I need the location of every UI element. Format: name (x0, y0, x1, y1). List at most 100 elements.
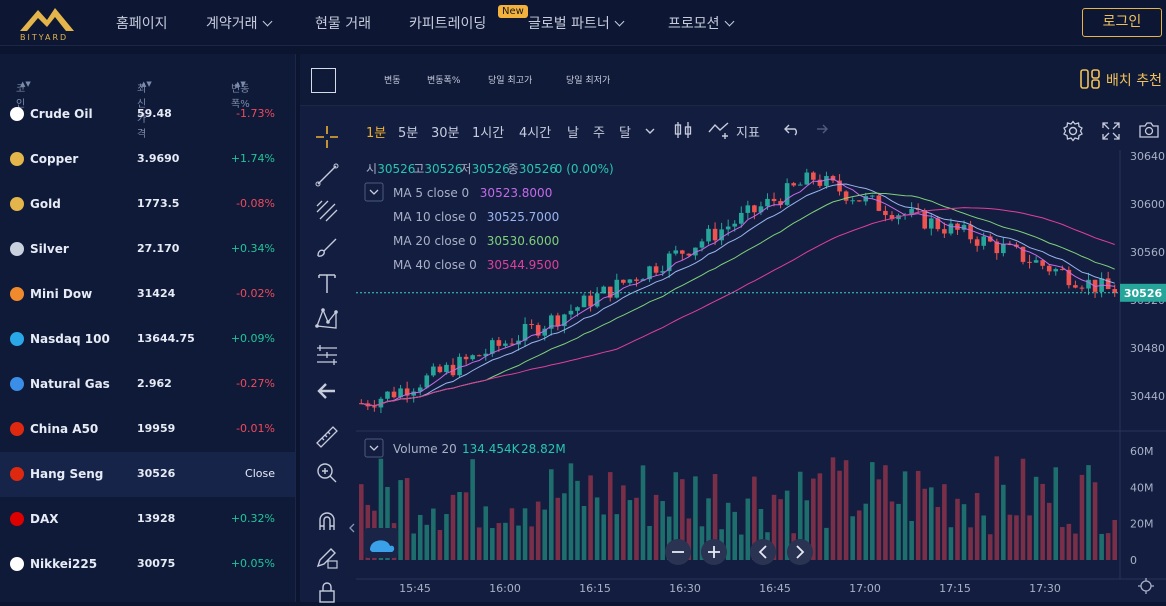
measure-tool-icon[interactable] (314, 342, 340, 368)
volume-bar (889, 501, 895, 560)
market-row[interactable]: Nikkei225 30075 +0.05% (0, 542, 295, 587)
timeframe-day[interactable]: 날 (567, 126, 579, 141)
login-button[interactable]: 로그인 (1082, 8, 1162, 37)
market-row[interactable]: DAX 13928 +0.32% (0, 497, 295, 542)
volume-bar (529, 526, 534, 560)
market-change: +0.32% (230, 512, 275, 525)
market-row[interactable]: Crude Oil 59.48 -1.73% (0, 92, 295, 137)
ma-legend-value: 30525.7000 (487, 210, 560, 224)
chevron-left-icon (349, 523, 355, 533)
timeframe-5m[interactable]: 5분 (398, 126, 419, 141)
nav-global-partner[interactable]: 글로벌 파트너 (528, 13, 625, 33)
candle-body (496, 340, 502, 346)
ma-lines (361, 178, 1115, 407)
volume-bar (1060, 527, 1065, 560)
candle-body (693, 247, 698, 256)
candlestick-chart[interactable]: 30640306003056030520304803044060M40M20M0… (300, 54, 1166, 602)
market-row[interactable]: China A50 19959 -0.01% (0, 407, 295, 452)
info-change-label: 변동 (384, 76, 401, 86)
arrow-left-icon[interactable] (314, 378, 340, 404)
market-row[interactable]: Hang Seng 30526 Close (0, 452, 295, 497)
volume-bar (712, 474, 718, 560)
oil-drop-icon (10, 107, 24, 121)
volume-bar (463, 492, 469, 560)
market-change: -0.02% (236, 287, 275, 300)
pattern-tool-icon[interactable] (314, 306, 340, 332)
market-row[interactable]: Silver 27.170 +0.34% (0, 227, 295, 272)
volume-legend-value: 134.454K (462, 442, 521, 456)
price-tick-label: 30560 (1130, 246, 1165, 259)
sort-icon: ▲▼ (20, 80, 31, 88)
text-tool-icon[interactable] (314, 270, 340, 296)
brush-icon[interactable] (314, 234, 340, 260)
lock-pencil-icon[interactable] (314, 544, 340, 570)
bityard-logo[interactable]: BITYARD (18, 4, 78, 44)
camera-icon[interactable] (1138, 121, 1160, 139)
market-price: 30075 (137, 557, 176, 570)
chart-panel: 변동 변동폭% 당일 최고가 당일 최저가 배치 추천 1분 5분 30분 1시… (300, 54, 1166, 603)
market-row[interactable]: Copper 3.9690 +1.74% (0, 137, 295, 182)
ohlc-legend-item: 30526 (519, 162, 557, 176)
zoom-in-icon[interactable] (314, 460, 340, 486)
market-change: -0.27% (236, 377, 275, 390)
timeframe-month[interactable]: 달 (619, 126, 631, 141)
market-name: China A50 (30, 422, 99, 436)
volume-bar (1007, 514, 1013, 560)
undo-icon[interactable] (784, 122, 800, 136)
candle-type-icon[interactable] (674, 120, 692, 140)
indicator-icon[interactable] (708, 120, 732, 140)
volume-bar (562, 493, 567, 560)
layout-recommend-button[interactable]: 배치 추천 (1080, 69, 1162, 90)
candle-body (765, 198, 770, 207)
magnet-icon[interactable] (314, 508, 340, 534)
market-row[interactable]: Nasdaq 100 13644.75 +0.09% (0, 317, 295, 362)
market-row[interactable]: Mini Dow 31424 -0.02% (0, 272, 295, 317)
crosshair-icon[interactable] (314, 124, 340, 150)
candle-body (588, 295, 593, 307)
volume-bar (568, 463, 574, 560)
gear-icon[interactable] (1062, 120, 1084, 142)
chevron-down-icon (369, 189, 379, 195)
timeframe-4h[interactable]: 4시간 (519, 126, 552, 141)
volume-bar (476, 527, 482, 560)
market-name: Nikkei225 (30, 557, 98, 571)
timeframe-1h[interactable]: 1시간 (472, 126, 505, 141)
sort-icon: ▲▼ (141, 80, 152, 88)
market-row[interactable]: Natural Gas 2.962 -0.27% (0, 362, 295, 407)
nav-home[interactable]: 홈페이지 (116, 13, 168, 33)
candle-body (778, 201, 783, 205)
volume-bar (994, 456, 1000, 560)
volume-bar (909, 520, 914, 560)
indicator-button[interactable]: 지표 (736, 126, 760, 141)
candle-body (548, 315, 554, 329)
market-price: 27.170 (137, 242, 180, 255)
volume-bar (725, 502, 731, 560)
timeframe-1m[interactable]: 1분 (366, 126, 387, 141)
nav-promotion[interactable]: 프로모션 (668, 13, 734, 33)
market-list-header: 코인 ▲▼ 최신 가격 ▲▼ 변동폭% ▲▼ (0, 54, 295, 140)
timeframe-week[interactable]: 주 (593, 126, 605, 141)
drawing-tools (300, 106, 356, 603)
nav-spot-trading[interactable]: 현물 거래 (315, 13, 371, 33)
timeframe-30m[interactable]: 30분 (431, 126, 460, 141)
zoom-in-button-icon (708, 546, 720, 558)
market-price: 13644.75 (137, 332, 195, 345)
volume-bar (1027, 515, 1032, 560)
redo-icon[interactable] (812, 122, 828, 136)
nav-contract-trading[interactable]: 계약거래 (206, 13, 272, 33)
trend-line-icon[interactable] (314, 162, 340, 188)
chevron-down-icon[interactable] (644, 126, 656, 136)
fullscreen-icon[interactable] (1102, 122, 1120, 140)
fib-tool-icon[interactable] (314, 198, 340, 224)
candle-body (535, 325, 541, 336)
ruler-icon[interactable] (314, 424, 340, 450)
market-row[interactable]: Gold 1773.5 -0.08% (0, 182, 295, 227)
coins-icon (10, 152, 24, 166)
volume-bar (902, 471, 908, 560)
time-tick-label: 17:30 (1029, 582, 1061, 595)
volume-bar (470, 459, 475, 560)
top-nav-bar: BITYARD 홈페이지 계약거래 현물 거래 카피트레이딩 New 글로벌 파… (0, 0, 1166, 46)
volume-bar (640, 465, 646, 560)
nav-copy-trading[interactable]: 카피트레이딩 (409, 13, 486, 33)
candle-body (686, 253, 692, 256)
